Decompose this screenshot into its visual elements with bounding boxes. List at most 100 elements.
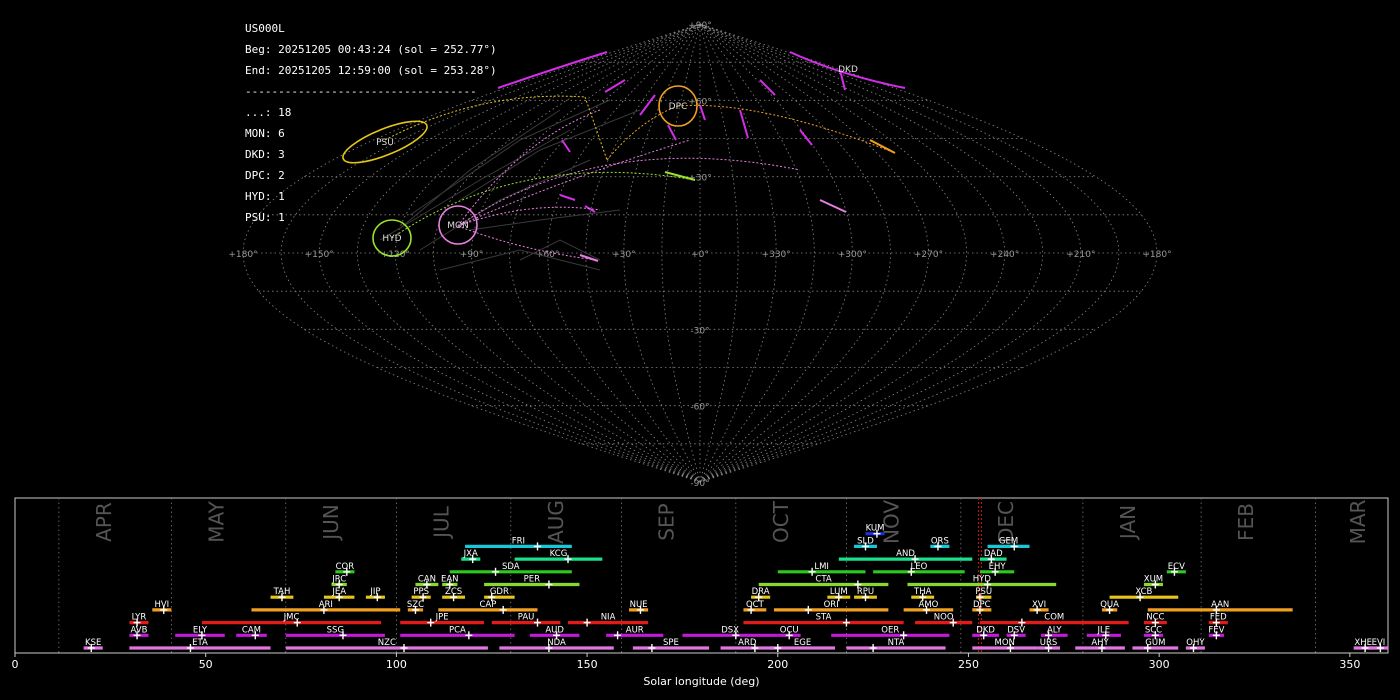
radiant-dpc xyxy=(658,85,698,127)
radiant-label-dpc: DPC xyxy=(669,102,688,112)
shower-label-ahy: AHY xyxy=(1091,638,1109,648)
timeline-frame xyxy=(14,497,1389,654)
shower-label-gdr: GDR xyxy=(490,587,509,597)
meridian-line xyxy=(471,23,701,483)
meridian-line xyxy=(318,23,701,483)
shower-label-cap: CAP xyxy=(479,600,496,610)
lon-label: +240° xyxy=(990,250,1019,260)
shower-label-ely: ELY xyxy=(193,625,208,635)
lon-label: +60° xyxy=(536,250,560,260)
shower-label-jle: JLE xyxy=(1097,625,1111,635)
shower-trail xyxy=(739,109,749,139)
shower-label-ors: ORS xyxy=(931,536,949,546)
shower-trail xyxy=(839,69,846,91)
lat-label: +60° xyxy=(688,97,712,107)
meteor-trails xyxy=(379,51,906,271)
shower-label-ean: EAN xyxy=(441,575,459,585)
lon-label: +180° xyxy=(1142,250,1171,260)
shower-label-gem: GEM xyxy=(999,536,1018,546)
meridian-line xyxy=(623,23,701,483)
count-3: DPC: 2 xyxy=(245,168,285,182)
shower-label-urs: URS xyxy=(1040,638,1058,648)
shower-label-xhe: XHE xyxy=(1354,638,1372,648)
sky-map: +90°+60°+30°-30°-60°-90°+180° +150° +120° +… xyxy=(228,21,1171,489)
radiant-psu xyxy=(342,120,428,164)
shower-label-ari: ARI xyxy=(319,600,333,610)
shower-label-psu: PSU xyxy=(975,587,992,597)
shower-trail xyxy=(559,194,576,201)
shower-trail xyxy=(677,104,896,154)
shower-trail xyxy=(457,157,801,227)
shower-label-szc: SZC xyxy=(407,600,424,610)
shower-label-ohy: OHY xyxy=(1186,638,1205,648)
shower-label-nda: NDA xyxy=(547,638,566,648)
shower-trail xyxy=(799,129,813,146)
shower-trail xyxy=(699,104,706,121)
shower-trail xyxy=(384,95,586,141)
lon-label: +300° xyxy=(838,250,867,260)
info-panel: US000L Beg: 20251205 00:43:24 (sol = 252… xyxy=(245,13,497,234)
shower-label-dsx: DSX xyxy=(721,625,739,635)
month-label: AUG xyxy=(544,500,568,544)
shower-trail xyxy=(759,79,776,96)
shower-trail xyxy=(789,51,906,89)
shower-label-ocu: OCU xyxy=(780,625,799,635)
month-label: OCT xyxy=(769,500,793,543)
shower-trail xyxy=(639,94,656,116)
month-label: NOV xyxy=(879,500,903,544)
shower-label-gum: GUM xyxy=(1145,638,1165,648)
radiant-hyd xyxy=(372,219,412,257)
shower-label-hyd: HYD xyxy=(973,575,992,585)
shower-trail xyxy=(819,199,847,213)
lon-label: +270° xyxy=(914,250,943,260)
shower-label-jip: JIP xyxy=(369,587,380,597)
station-id: US000L xyxy=(245,21,285,35)
shower-trail xyxy=(606,105,679,161)
shower-label-lmi: LMI xyxy=(814,562,829,572)
shower-trail xyxy=(497,51,608,89)
shower-label-qua: QUA xyxy=(1100,600,1119,610)
shower-label-leo: LEO xyxy=(910,562,927,572)
shower-label-evi: EVI xyxy=(1372,638,1386,648)
shower-label-oct: OCT xyxy=(746,600,765,610)
shower-label-oer: OER xyxy=(881,625,899,635)
shower-label-aud: AUD xyxy=(545,625,564,635)
shower-label-cta: CTA xyxy=(815,575,831,585)
shower-label-lyr: LYR xyxy=(132,613,147,623)
shower-label-xvi: XVI xyxy=(1032,600,1046,610)
month-label: JAN xyxy=(1116,505,1140,541)
lon-label: +210° xyxy=(1066,250,1095,260)
x-tick-label: 0 xyxy=(12,658,19,671)
faint-trail xyxy=(419,159,591,251)
shower-trail xyxy=(604,79,626,93)
shower-label-jmc: JMC xyxy=(283,613,300,623)
count-1: MON: 6 xyxy=(245,126,285,140)
shower-label-tha: THA xyxy=(913,587,932,597)
radiant-label-mon: MON xyxy=(447,221,469,231)
shower-label-hvi: HVI xyxy=(154,600,169,610)
shower-label-ori: ORI xyxy=(824,600,839,610)
shower-label-kse: KSE xyxy=(85,638,101,648)
shower-label-noo: NOO xyxy=(934,613,954,623)
shower-label-aur: AUR xyxy=(626,625,644,635)
shower-label-ssg: SSG xyxy=(327,625,344,635)
x-tick-label: 100 xyxy=(386,658,407,671)
lon-label: +30° xyxy=(612,250,636,260)
shower-label-cor: COR xyxy=(336,562,355,572)
shower-trail xyxy=(457,206,601,227)
shower-label-pau: PAU xyxy=(518,613,535,623)
meridian-line xyxy=(585,23,701,483)
shower-label-jpe: JPE xyxy=(435,613,449,623)
shower-label-fev: FEV xyxy=(1208,625,1224,635)
shower-label-dkd: DKD xyxy=(976,625,995,635)
separator: ----------------------------------- xyxy=(245,84,477,98)
shower-label-eta: ETA xyxy=(192,638,208,648)
shower-label-amo: AMO xyxy=(919,600,939,610)
faint-trail xyxy=(439,249,601,271)
shower-label-nia: NIA xyxy=(601,613,616,623)
month-label: MAY xyxy=(204,500,228,542)
lon-label: +150° xyxy=(305,250,334,260)
x-tick-label: 150 xyxy=(577,658,598,671)
faint-trail xyxy=(397,109,561,231)
meridian-line xyxy=(699,23,777,483)
